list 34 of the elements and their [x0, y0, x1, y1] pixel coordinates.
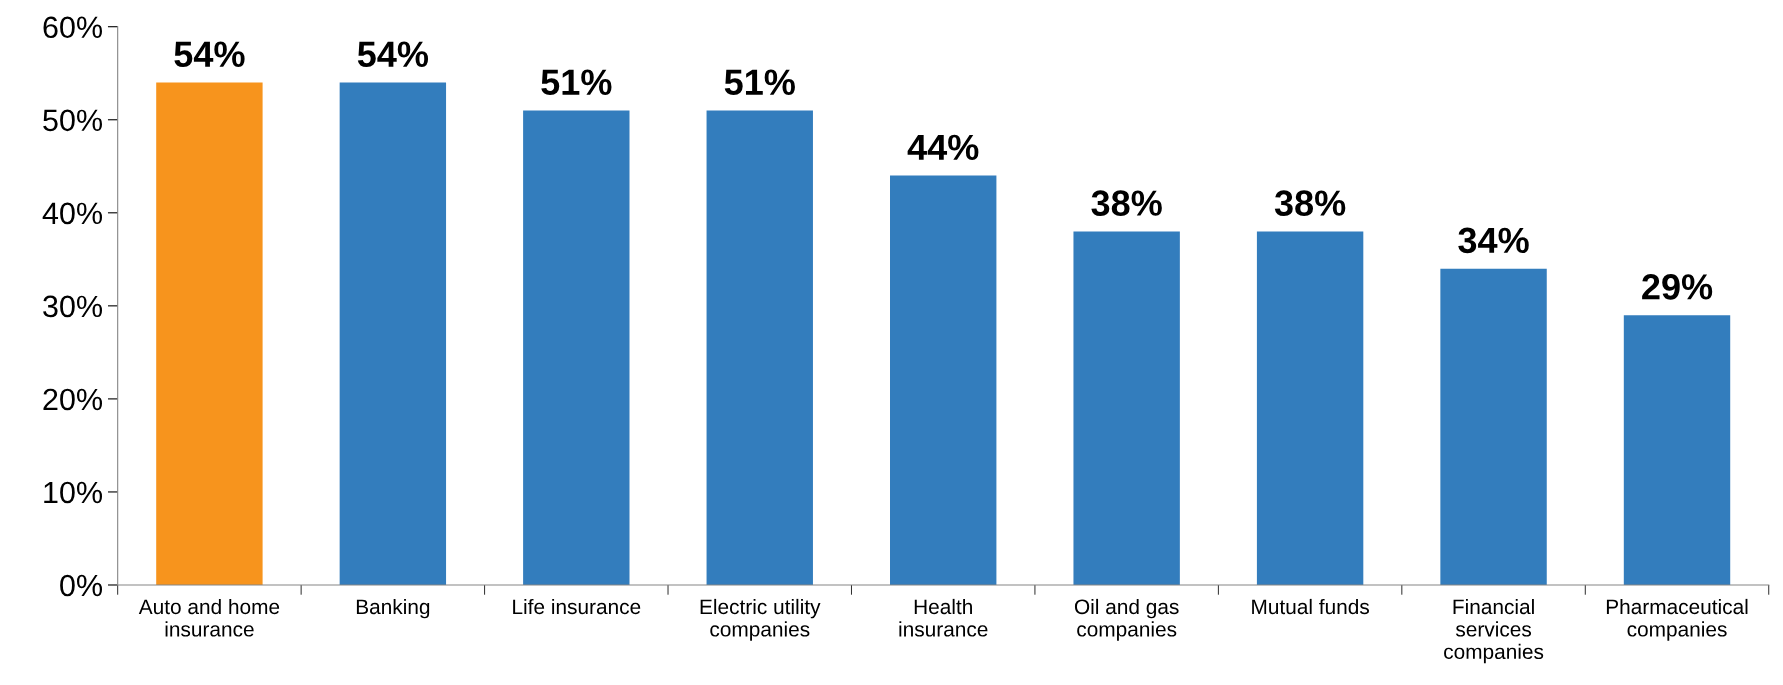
y-tick-label: 60%	[43, 16, 103, 39]
x-tick-label: Auto and home insurance	[138, 598, 280, 637]
bar	[1440, 268, 1547, 585]
y-tick-label: 0%	[60, 574, 103, 597]
x-tick-label: Mutual funds	[1252, 598, 1369, 615]
y-tick-label: 30%	[43, 295, 103, 318]
bar	[523, 110, 630, 585]
x-tick-label: Financial services companies	[1444, 598, 1544, 664]
y-tick-label: 50%	[43, 109, 103, 132]
x-tick-label: Life insurance	[513, 598, 641, 615]
bar	[156, 82, 263, 585]
bar	[1073, 231, 1180, 585]
data-label: 51%	[541, 69, 612, 95]
data-label: 38%	[1274, 190, 1346, 216]
bar	[890, 175, 997, 585]
x-tick-label: Electric utility companies	[700, 598, 821, 641]
x-tick-label: Banking	[356, 598, 430, 619]
y-tick-label: 20%	[43, 388, 103, 411]
bar	[706, 110, 813, 585]
y-tick-label: 10%	[44, 481, 103, 504]
bar	[339, 82, 447, 585]
data-label: 54%	[174, 41, 245, 68]
data-label: 34%	[1458, 227, 1529, 254]
bar	[1256, 231, 1364, 585]
x-tick-label: Health insurance	[899, 598, 988, 637]
data-label: 51%	[724, 69, 795, 95]
data-label: 38%	[1091, 190, 1162, 216]
y-tick-label: 40%	[42, 202, 103, 225]
x-tick-label: Oil and gas companies	[1074, 598, 1179, 641]
data-label: 54%	[357, 41, 429, 68]
data-label: 44%	[907, 134, 979, 161]
bar	[1623, 315, 1731, 585]
data-label: 29%	[1642, 274, 1713, 300]
x-tick-label: Pharmaceutical companies	[1606, 598, 1748, 641]
